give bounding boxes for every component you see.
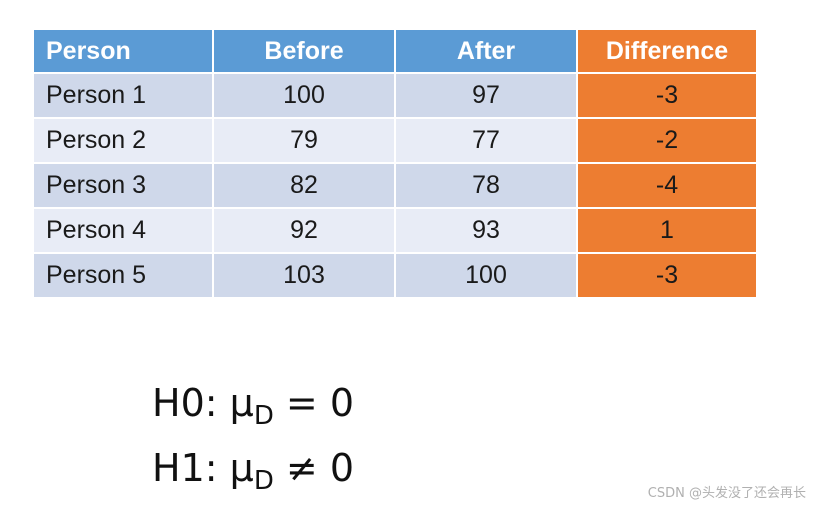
table-row: Person 5 103 100 -3 (32, 252, 758, 299)
table-row: Person 4 92 93 1 (32, 207, 758, 254)
header-after: After (394, 28, 578, 74)
alternative-hypothesis: H1: μD ≠ 0 (152, 442, 354, 507)
paired-data-table: Person Before After Difference Person 1 … (32, 28, 758, 299)
person-cell: Person 4 (32, 207, 214, 254)
after-cell: 100 (394, 252, 578, 299)
h1-relation: ≠ 0 (273, 446, 355, 490)
after-cell: 78 (394, 162, 578, 209)
difference-cell: -2 (576, 117, 758, 164)
after-cell: 77 (394, 117, 578, 164)
h0-relation: = 0 (273, 381, 355, 425)
watermark: CSDN @头发没了还会再长 (647, 486, 806, 501)
table-header-row: Person Before After Difference (32, 28, 758, 74)
header-difference: Difference (576, 28, 758, 74)
table-row: Person 3 82 78 -4 (32, 162, 758, 209)
person-cell: Person 1 (32, 72, 214, 119)
table-row: Person 2 79 77 -2 (32, 117, 758, 164)
header-person: Person (32, 28, 214, 74)
table-row: Person 1 100 97 -3 (32, 72, 758, 119)
before-cell: 92 (212, 207, 396, 254)
difference-cell: -3 (576, 72, 758, 119)
h1-subscript: D (253, 466, 274, 496)
person-cell: Person 3 (32, 162, 214, 209)
after-cell: 93 (394, 207, 578, 254)
h0-subscript: D (253, 401, 274, 431)
hypotheses-block: H0: μD = 0 H1: μD ≠ 0 (152, 377, 354, 507)
after-cell: 97 (394, 72, 578, 119)
h1-label: H1: μ (152, 446, 254, 490)
person-cell: Person 2 (32, 117, 214, 164)
header-before: Before (212, 28, 396, 74)
before-cell: 100 (212, 72, 396, 119)
difference-cell: 1 (576, 207, 758, 254)
person-cell: Person 5 (32, 252, 214, 299)
before-cell: 82 (212, 162, 396, 209)
difference-cell: -3 (576, 252, 758, 299)
before-cell: 103 (212, 252, 396, 299)
null-hypothesis: H0: μD = 0 (152, 377, 354, 442)
before-cell: 79 (212, 117, 396, 164)
difference-cell: -4 (576, 162, 758, 209)
h0-label: H0: μ (152, 381, 254, 425)
